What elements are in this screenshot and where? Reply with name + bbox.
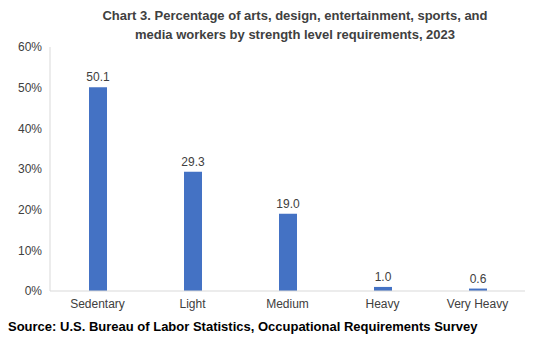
svg-text:10%: 10% — [18, 244, 42, 258]
svg-text:1.0: 1.0 — [375, 270, 392, 284]
svg-text:0%: 0% — [25, 284, 43, 298]
svg-text:30%: 30% — [18, 162, 42, 176]
html-text:Source: U.S. Bureau of Labor S: Source: U.S. Bureau of Labor Statistics,… — [8, 319, 478, 334]
svg-text:60%: 60% — [18, 40, 42, 54]
svg-text:50.1: 50.1 — [86, 70, 110, 84]
svg-text:Sedentary: Sedentary — [70, 297, 125, 311]
svg-text:Heavy: Heavy — [365, 297, 399, 311]
svg-text:Light: Light — [179, 297, 206, 311]
svg-text:40%: 40% — [18, 122, 42, 136]
svg-text:50%: 50% — [18, 81, 42, 95]
svg-text:Very Heavy: Very Heavy — [447, 297, 508, 311]
svg-text:Medium: Medium — [266, 297, 309, 311]
html-text:Chart 3. Percentage of arts, d: Chart 3. Percentage of arts, design, ent… — [102, 8, 488, 42]
svg-text:20%: 20% — [18, 203, 42, 217]
svg-text:19.0: 19.0 — [276, 197, 300, 211]
svg-text:0.6: 0.6 — [470, 272, 487, 286]
svg-text:29.3: 29.3 — [181, 155, 205, 169]
